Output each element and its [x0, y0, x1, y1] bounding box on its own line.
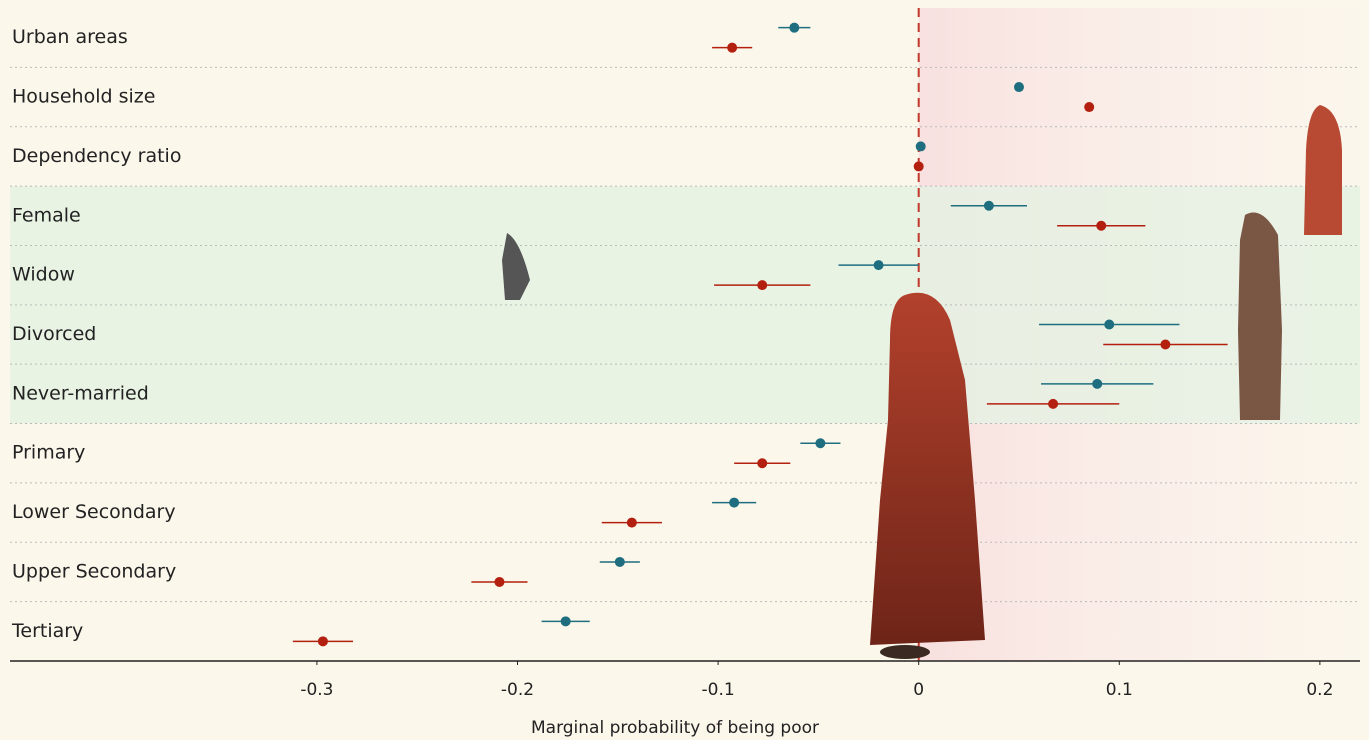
point — [1048, 399, 1058, 409]
point — [757, 458, 767, 468]
point — [1096, 221, 1106, 231]
category-label: Divorced — [12, 323, 96, 345]
point — [727, 43, 737, 53]
figure-feet — [880, 645, 930, 659]
category-label: Primary — [12, 442, 85, 464]
category-label: Female — [12, 204, 81, 226]
point — [1104, 320, 1114, 330]
figure-small — [1304, 105, 1342, 235]
x-tick-label: -0.1 — [702, 680, 735, 700]
x-tick-label: -0.3 — [300, 680, 333, 700]
x-axis-title: Marginal probability of being poor — [531, 718, 819, 738]
category-label: Dependency ratio — [12, 145, 181, 167]
x-tick-label: 0.1 — [1106, 680, 1133, 700]
category-label: Widow — [12, 264, 75, 286]
point — [561, 616, 571, 626]
point — [874, 260, 884, 270]
category-label: Never-married — [12, 382, 149, 404]
point — [627, 518, 637, 528]
point — [729, 498, 739, 508]
chart: Urban areas Household size Dependency rati… — [0, 0, 1369, 740]
point — [914, 161, 924, 171]
point — [615, 557, 625, 567]
point — [757, 280, 767, 290]
x-tick-label: 0.2 — [1306, 680, 1333, 700]
point — [1092, 379, 1102, 389]
category-label: Tertiary — [11, 620, 83, 642]
category-label: Upper Secondary — [12, 560, 176, 582]
figure-right — [1238, 213, 1282, 421]
point — [1084, 102, 1094, 112]
category-label: Urban areas — [12, 26, 128, 48]
point — [916, 141, 926, 151]
x-tick-label: 0 — [913, 680, 924, 700]
point — [815, 438, 825, 448]
category-label: Lower Secondary — [12, 501, 176, 523]
point — [318, 636, 328, 646]
category-label: Household size — [12, 86, 155, 108]
background-layer — [10, 8, 1360, 661]
point — [789, 23, 799, 33]
point — [1160, 340, 1170, 350]
x-tick-label: -0.2 — [501, 680, 534, 700]
point — [984, 201, 994, 211]
point — [1014, 82, 1024, 92]
point — [494, 577, 504, 587]
